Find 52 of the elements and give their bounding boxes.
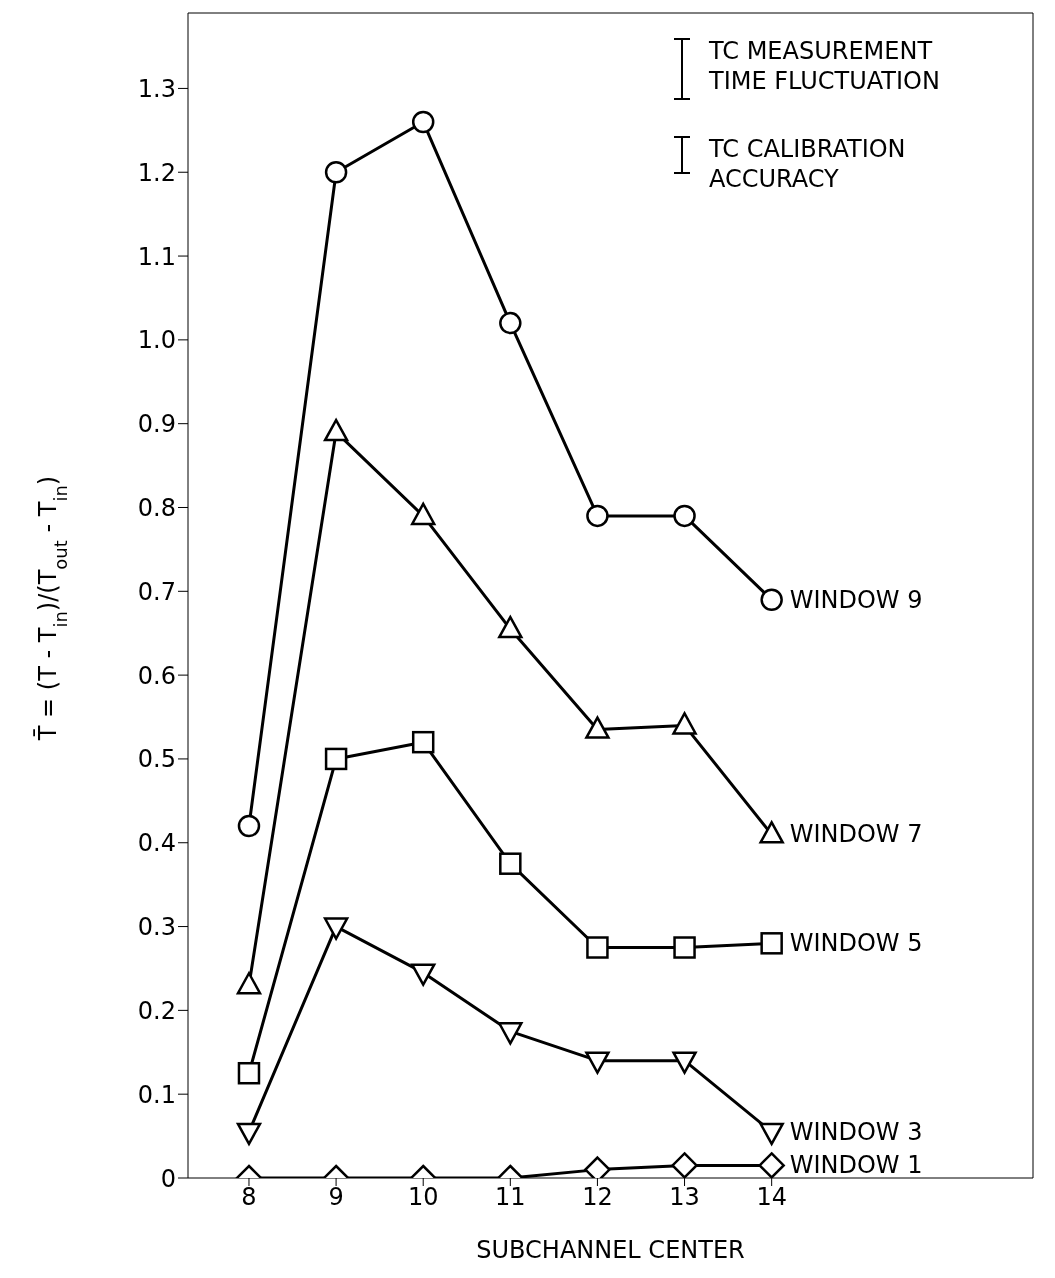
y-tick-label: 0.7 xyxy=(137,577,176,606)
x-tick-label: 8 xyxy=(241,1183,257,1212)
point xyxy=(759,821,784,844)
y-tick-label: 0.9 xyxy=(137,410,176,439)
point xyxy=(499,311,522,335)
point xyxy=(673,504,696,528)
point xyxy=(236,971,262,995)
y-tick-label: 0.2 xyxy=(137,996,176,1025)
annotation: TC CALIBRATION ACCURACY xyxy=(709,134,907,194)
point xyxy=(586,936,609,959)
y-tick-label: 0.3 xyxy=(137,913,176,942)
point xyxy=(237,1061,261,1085)
y-tick-label: 0 xyxy=(160,1164,176,1193)
y-tick-label: 1.2 xyxy=(137,158,176,187)
point xyxy=(673,936,696,959)
point xyxy=(411,110,435,134)
x-tick-label: 13 xyxy=(669,1183,700,1212)
point xyxy=(585,716,610,739)
y-tick-label: 0.8 xyxy=(137,494,176,523)
point xyxy=(586,504,609,528)
series-label: WINDOW 7 xyxy=(789,820,923,849)
point xyxy=(760,932,783,955)
y-tick-label: 0.6 xyxy=(137,661,176,690)
point xyxy=(323,418,349,442)
y-tick-label: 1.1 xyxy=(137,242,176,271)
y-tick-label: 0.5 xyxy=(137,745,176,774)
point xyxy=(671,1152,698,1178)
point xyxy=(237,814,261,838)
series-label: WINDOW 3 xyxy=(789,1117,923,1146)
point xyxy=(324,747,348,771)
y-tick-label: 1.3 xyxy=(137,74,176,103)
x-axis-title: SUBCHANNEL CENTER xyxy=(476,1236,745,1264)
point xyxy=(324,161,348,184)
point xyxy=(498,615,523,639)
point xyxy=(499,852,522,875)
x-tick-label: 9 xyxy=(328,1183,344,1212)
point xyxy=(411,730,435,754)
x-tick-label: 12 xyxy=(582,1183,613,1212)
point xyxy=(760,588,783,611)
x-tick-label: 14 xyxy=(756,1183,787,1212)
series-label: WINDOW 1 xyxy=(789,1151,923,1180)
y-tick-label: 0.4 xyxy=(137,829,176,858)
series-label: WINDOW 5 xyxy=(789,929,923,958)
point xyxy=(672,712,697,735)
annotation: TC MEASUREMENT TIME FLUCTUATION xyxy=(709,36,941,96)
y-tick-label: 1.0 xyxy=(137,326,176,355)
series-label: WINDOW 9 xyxy=(789,585,923,614)
point xyxy=(410,502,436,526)
point xyxy=(758,1152,785,1178)
y-tick-label: 0.1 xyxy=(137,1080,176,1109)
x-tick-label: 10 xyxy=(407,1183,439,1212)
x-tick-label: 11 xyxy=(495,1183,526,1212)
